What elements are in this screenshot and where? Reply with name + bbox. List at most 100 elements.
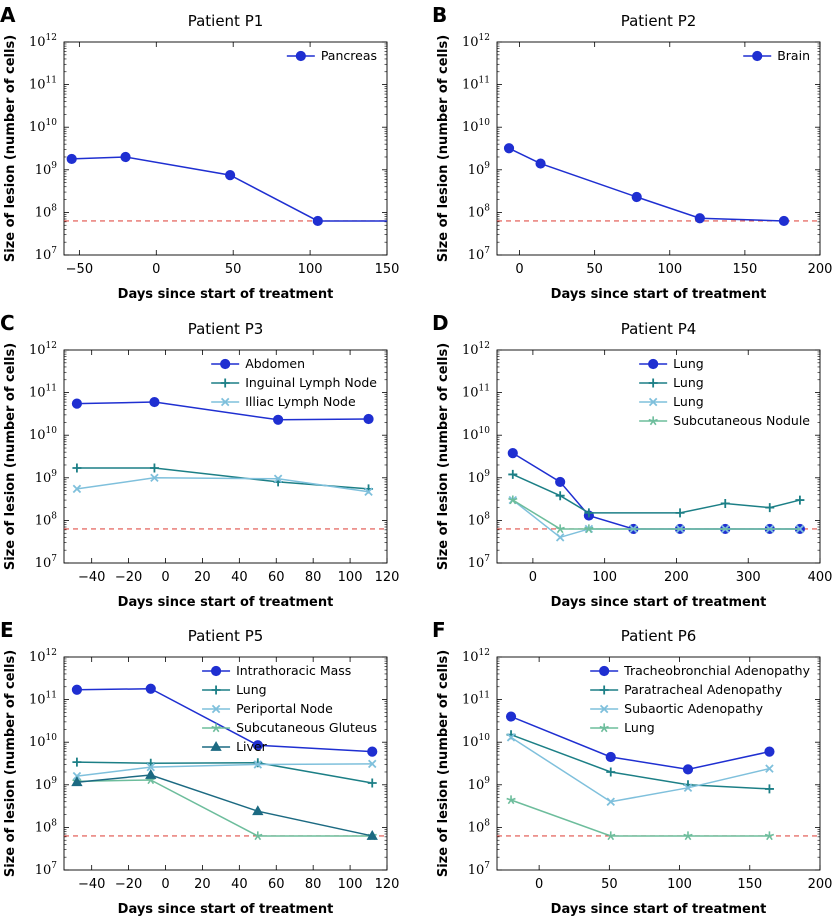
- legend-label: Lung: [673, 375, 704, 390]
- data-point: [312, 215, 323, 227]
- y-tick-label: 1011: [29, 691, 57, 708]
- x-tick-label: 200: [808, 877, 832, 892]
- series-line-3: [76, 477, 369, 493]
- chart-title: Patient P1: [188, 12, 264, 30]
- panel-letter: C: [0, 311, 15, 335]
- data-point: [555, 476, 566, 488]
- legend-label: Lung: [624, 720, 655, 735]
- data-point: [72, 463, 82, 473]
- x-tick-label: 40: [231, 877, 248, 892]
- series-line-1: [76, 401, 369, 421]
- x-axis-label: Days since start of treatment: [551, 595, 767, 610]
- data-point: [503, 143, 515, 154]
- panel-letter: B: [432, 3, 447, 27]
- legend: Intrathoracic Mass Lung Periportal Node Sub…: [202, 663, 377, 754]
- legend-marker: [295, 50, 306, 62]
- series-line-3: [76, 763, 373, 777]
- data-point: [606, 797, 615, 806]
- chart-panel-f: F Patient P6 107 108 109 1010 1011 1012 0 50 100 15…: [432, 618, 832, 917]
- data-point: [555, 533, 565, 542]
- chart-title: Patient P6: [621, 627, 697, 645]
- y-tick-label: 107: [35, 861, 58, 878]
- legend-marker: [220, 358, 231, 370]
- data-point: [253, 760, 263, 769]
- y-tick-label: 109: [468, 776, 491, 793]
- legend-marker: [599, 723, 609, 733]
- legend-marker: [210, 665, 222, 677]
- x-tick-label: −20: [115, 570, 142, 585]
- data-point: [150, 473, 159, 483]
- y-tick-label: 1012: [462, 648, 490, 665]
- legend-label: Abdomen: [245, 356, 305, 371]
- x-tick-label: 0: [161, 570, 169, 585]
- legend: Lung Lung Lung Subcutaneous Nodule: [639, 356, 810, 428]
- data-point: [149, 463, 159, 473]
- legend-label: Lung: [673, 356, 704, 371]
- x-tick-label: −50: [66, 262, 93, 277]
- legend-label: Inguinal Lymph Node: [245, 375, 377, 390]
- x-axis-label: Days since start of treatment: [551, 287, 767, 302]
- y-axis-label: Size of lesion (number of cells): [3, 650, 18, 877]
- y-tick-label: 1010: [29, 426, 57, 443]
- legend-marker: [220, 378, 230, 388]
- legend-label: Lung: [673, 394, 704, 409]
- chart-title: Patient P5: [188, 627, 264, 645]
- x-tick-label: 0: [529, 570, 537, 585]
- y-tick-label: 109: [35, 776, 58, 793]
- y-tick-label: 109: [468, 161, 491, 178]
- data-point: [72, 757, 82, 767]
- x-tick-label: 0: [535, 877, 543, 892]
- legend-label: Tracheobronchial Adenopathy: [623, 663, 810, 678]
- x-tick-label: 100: [657, 262, 682, 277]
- data-point: [507, 448, 518, 459]
- legend: Tracheobronchial Adenopathy Paratracheal …: [590, 663, 811, 735]
- data-point: [764, 746, 775, 757]
- data-point: [253, 831, 263, 841]
- data-point: [584, 508, 594, 518]
- y-tick-label: 1011: [462, 691, 490, 708]
- legend: Pancreas: [286, 48, 377, 63]
- data-point: [71, 776, 83, 787]
- data-point: [273, 414, 284, 425]
- legend-label: Pancreas: [321, 48, 377, 63]
- data-point: [145, 683, 156, 694]
- y-axis-label: Size of lesion (number of cells): [3, 35, 18, 262]
- legend-marker: [648, 358, 659, 370]
- data-point: [720, 498, 730, 508]
- legend-label: Liver: [236, 739, 268, 754]
- x-tick-label: 50: [586, 262, 603, 277]
- y-tick-label: 1011: [462, 384, 490, 401]
- legend-marker: [220, 397, 230, 407]
- data-point: [71, 398, 83, 409]
- y-tick-label: 108: [35, 818, 58, 835]
- data-point: [605, 751, 616, 763]
- y-tick-label: 108: [35, 511, 58, 528]
- data-point: [683, 783, 693, 793]
- data-point: [795, 495, 805, 505]
- x-tick-label: 100: [592, 570, 617, 585]
- y-tick-label: 108: [35, 203, 58, 220]
- x-tick-label: 200: [664, 570, 689, 585]
- chart-title: Patient P4: [621, 320, 697, 338]
- data-point: [765, 503, 775, 513]
- legend: Brain: [743, 48, 810, 63]
- data-point: [252, 740, 263, 751]
- data-point: [765, 764, 774, 773]
- x-axis-label: Days since start of treatment: [118, 287, 334, 302]
- x-tick-label: 50: [225, 262, 242, 277]
- plot-frame: [496, 41, 821, 256]
- legend-marker: [599, 665, 610, 677]
- y-tick-label: 1010: [462, 426, 490, 443]
- x-tick-label: 150: [737, 877, 762, 892]
- x-tick-label: 120: [375, 570, 400, 585]
- plot-frame: [63, 656, 388, 871]
- x-tick-label: 60: [268, 877, 285, 892]
- data-point: [71, 684, 83, 695]
- x-tick-label: 100: [298, 262, 323, 277]
- series-line-1: [510, 715, 770, 771]
- y-tick-label: 1012: [29, 341, 57, 358]
- y-tick-label: 107: [468, 554, 491, 571]
- data-point: [367, 746, 378, 757]
- data-point: [683, 831, 693, 841]
